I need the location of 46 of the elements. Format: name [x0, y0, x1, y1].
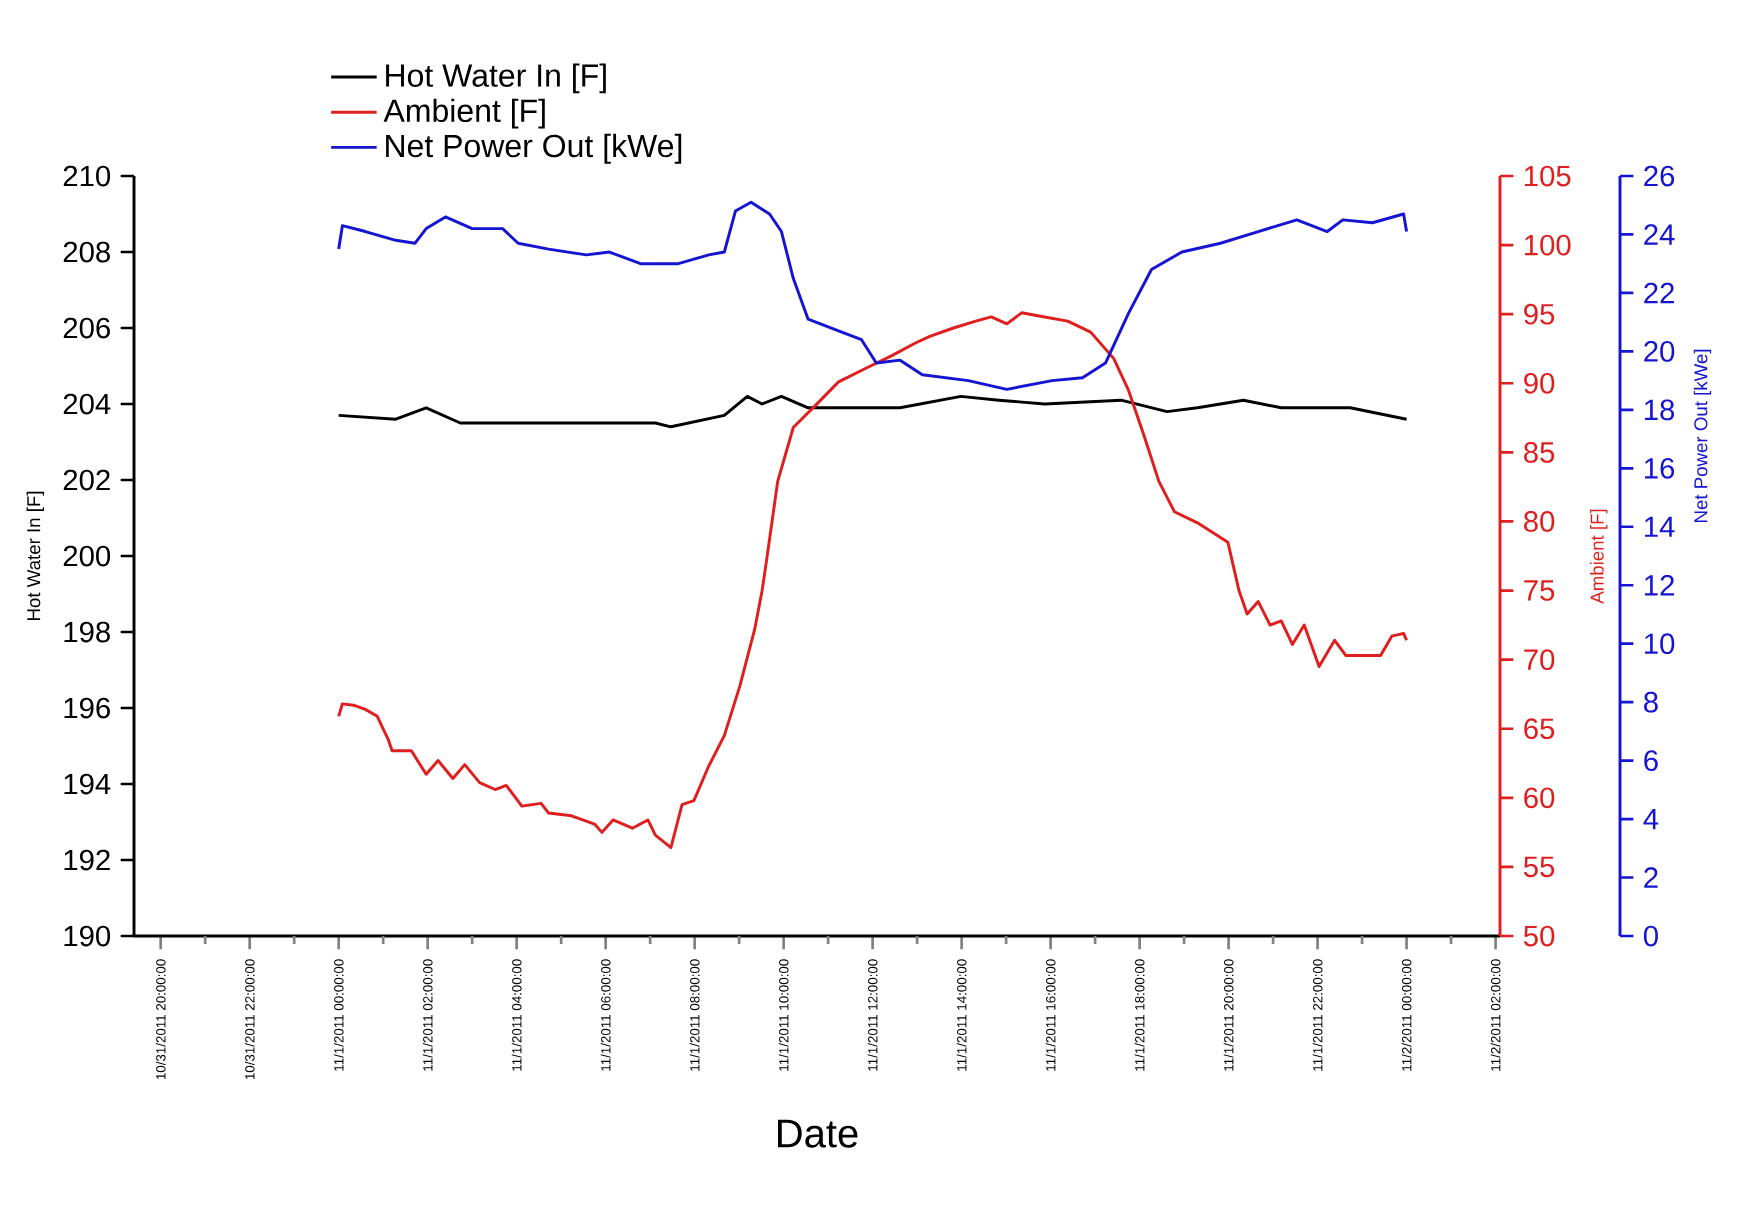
y3-tick-label: 8: [1644, 691, 1658, 713]
y2-tick-label: 50: [1523, 925, 1555, 947]
y-axis-title: Hot Water In [F]: [26, 491, 45, 620]
y3-tick-label: 24: [1644, 224, 1675, 245]
y3-tick-label: 4: [1643, 809, 1659, 830]
y-tick-label: 202: [63, 469, 110, 491]
y-tick-label: 194: [64, 773, 111, 795]
y2-tick-label: 95: [1524, 303, 1555, 325]
legend-label: Net Power Out [kWe]: [386, 133, 682, 164]
y2-tick-label: 70: [1524, 649, 1555, 671]
y2-tick-label: 90: [1524, 372, 1555, 394]
y-tick-label: 190: [64, 925, 111, 947]
y3-tick-label: 26: [1644, 165, 1675, 187]
line-series: [337, 200, 1409, 391]
y2-tick-label: 55: [1523, 856, 1555, 878]
y2-tick-label: 75: [1524, 580, 1555, 601]
y3-tick-label: 2: [1644, 867, 1658, 888]
y3-tick-label: 6: [1644, 750, 1658, 772]
y-tick-label: 206: [63, 317, 110, 339]
y2-tick-label: 85: [1524, 442, 1555, 463]
y2-tick-label: 80: [1524, 511, 1555, 532]
legend-label: Ambient [F]: [383, 98, 545, 129]
x-axis-title: Date: [778, 1119, 858, 1148]
y2-tick-label: 65: [1524, 718, 1555, 740]
y2-axis-title: Ambient [F]: [1590, 509, 1608, 604]
y2-tick-label: 60: [1524, 787, 1555, 809]
y-tick-label: 198: [64, 621, 110, 643]
line-series: [337, 311, 1409, 850]
y3-tick-label: 14: [1645, 516, 1675, 537]
y3-tick-label: 0: [1643, 925, 1658, 947]
y-tick-label: 210: [63, 165, 111, 187]
legend-label: Hot Water In [F]: [386, 63, 606, 94]
y-tick-label: 204: [63, 393, 111, 415]
y-tick-label: 200: [63, 545, 111, 567]
y-tick-label: 196: [64, 697, 110, 719]
y3-tick-label: 10: [1645, 633, 1675, 655]
y-tick-label: 192: [64, 849, 110, 871]
y2-tick-label: 105: [1524, 165, 1571, 187]
y3-tick-label: 16: [1645, 457, 1675, 479]
y2-tick-label: 100: [1524, 234, 1571, 256]
y3-tick-label: 12: [1645, 575, 1674, 596]
y3-tick-label: 18: [1645, 399, 1675, 421]
y3-tick-label: 20: [1644, 341, 1675, 362]
y3-tick-label: 22: [1644, 282, 1674, 304]
y3-axis-title: Net Power Out [kWe]: [1693, 349, 1712, 522]
y-tick-label: 208: [63, 241, 110, 263]
